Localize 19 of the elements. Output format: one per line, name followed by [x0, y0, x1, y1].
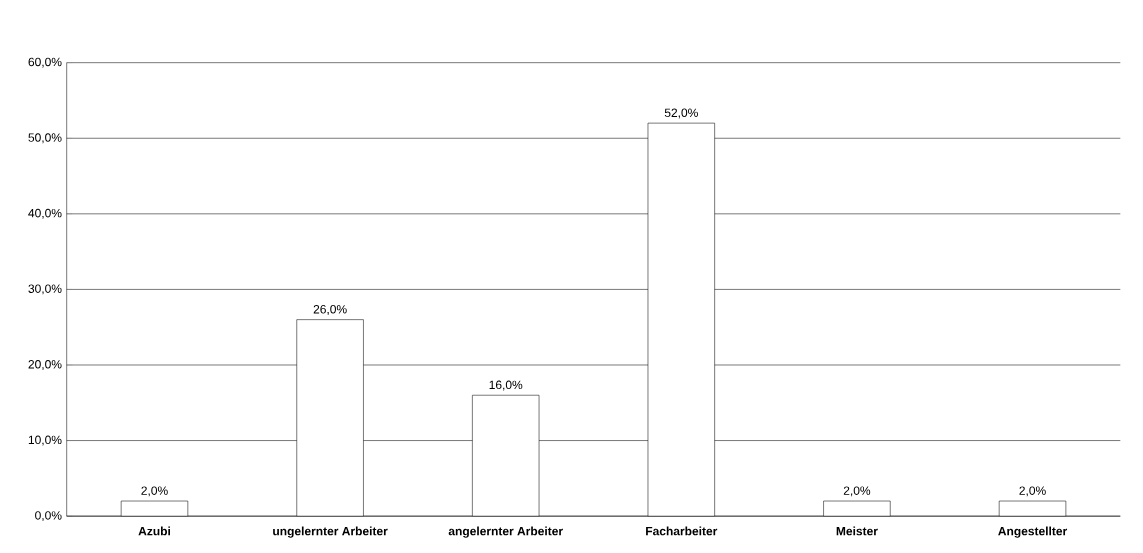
- data-label: 26,0%: [313, 304, 347, 315]
- data-label: 16,0%: [489, 380, 523, 391]
- x-tick-label: Meister: [836, 526, 878, 536]
- y-tick-label: 10,0%: [28, 435, 62, 446]
- y-tick-label: 40,0%: [28, 208, 62, 219]
- x-tick-label: angelernter Arbeiter: [448, 526, 563, 538]
- y-tick-label: 50,0%: [28, 133, 62, 143]
- data-label: 52,0%: [664, 108, 698, 119]
- x-tick-label: Angestellter: [998, 526, 1068, 538]
- data-label: 2,0%: [141, 486, 168, 497]
- data-label: 2,0%: [1019, 486, 1046, 497]
- x-tick-label: Facharbeiter: [646, 526, 718, 536]
- data-label: 2,0%: [843, 486, 871, 497]
- y-tick-label: 0,0%: [35, 510, 62, 521]
- y-tick-label: 60,0%: [28, 57, 62, 68]
- x-tick-label: Azubi: [138, 526, 170, 536]
- y-tick-label: 30,0%: [28, 284, 62, 295]
- x-tick-label: ungelernter Arbeiter: [273, 526, 388, 538]
- y-tick-label: 20,0%: [28, 359, 62, 370]
